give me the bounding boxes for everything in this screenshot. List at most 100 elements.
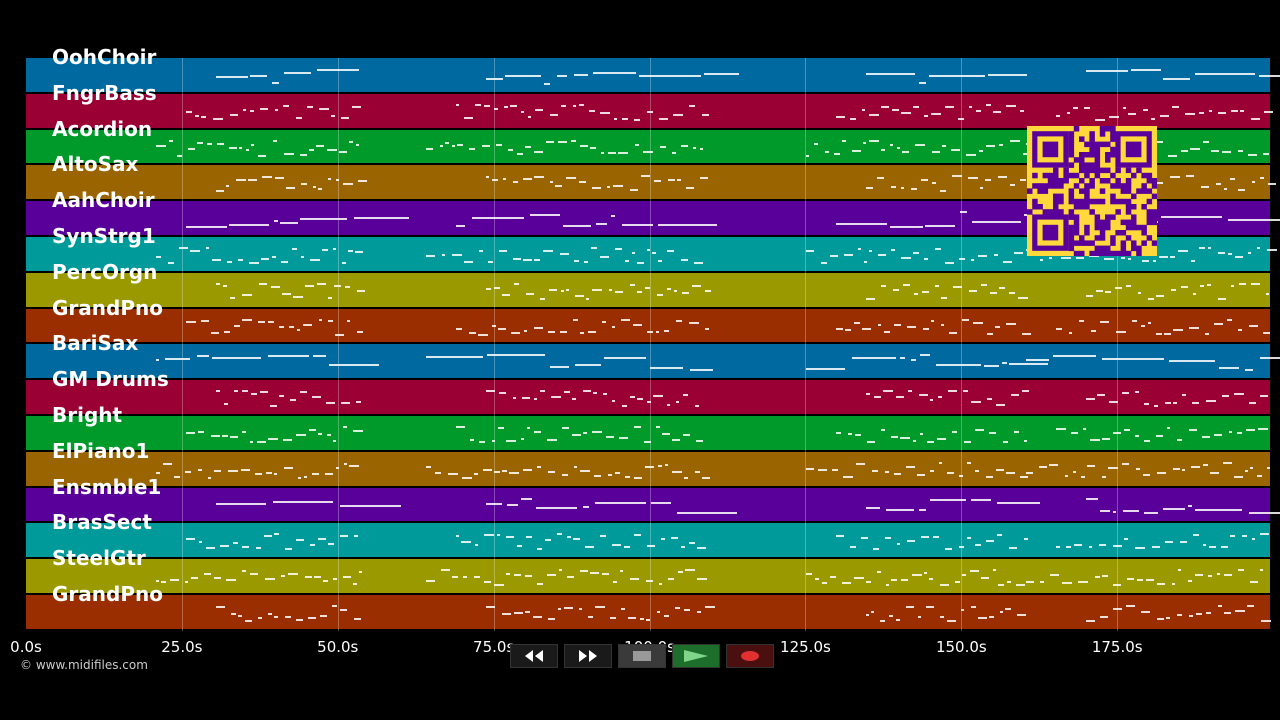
note bbox=[1173, 328, 1183, 331]
note bbox=[929, 75, 985, 77]
note bbox=[685, 569, 695, 572]
note bbox=[641, 175, 650, 178]
note bbox=[256, 547, 261, 550]
note bbox=[667, 250, 674, 252]
note bbox=[272, 82, 279, 84]
note bbox=[559, 569, 562, 572]
note bbox=[486, 287, 491, 290]
note bbox=[426, 465, 431, 468]
note bbox=[890, 226, 923, 229]
note bbox=[281, 261, 288, 263]
record-button[interactable] bbox=[726, 644, 774, 668]
note bbox=[475, 544, 478, 547]
play-button[interactable] bbox=[672, 644, 720, 668]
stop-button[interactable] bbox=[618, 644, 666, 668]
note bbox=[339, 150, 347, 153]
note bbox=[927, 441, 934, 443]
note bbox=[204, 573, 211, 576]
note bbox=[1128, 258, 1131, 260]
note bbox=[595, 606, 605, 608]
note bbox=[1122, 462, 1129, 465]
note bbox=[941, 296, 947, 299]
note bbox=[305, 576, 312, 579]
note bbox=[580, 144, 588, 147]
note bbox=[1206, 400, 1216, 403]
note bbox=[672, 439, 680, 441]
note bbox=[1189, 615, 1193, 617]
note bbox=[1091, 329, 1096, 332]
note bbox=[1248, 153, 1257, 156]
note bbox=[695, 470, 700, 473]
note bbox=[619, 437, 628, 439]
note bbox=[886, 584, 889, 587]
note bbox=[574, 260, 579, 262]
note bbox=[442, 254, 445, 256]
note bbox=[564, 391, 570, 394]
note bbox=[1181, 285, 1188, 288]
note bbox=[940, 190, 946, 193]
note bbox=[1076, 257, 1084, 259]
note bbox=[1113, 545, 1122, 548]
note bbox=[639, 75, 701, 77]
note bbox=[329, 364, 379, 367]
note bbox=[323, 580, 328, 583]
note bbox=[551, 396, 561, 399]
note bbox=[608, 151, 616, 154]
note bbox=[296, 619, 303, 621]
note bbox=[216, 282, 220, 285]
note-pattern bbox=[26, 273, 1270, 307]
note bbox=[600, 535, 606, 538]
note bbox=[1002, 362, 1007, 365]
note bbox=[1218, 605, 1222, 607]
note bbox=[279, 395, 284, 398]
note bbox=[572, 398, 576, 401]
note bbox=[165, 358, 190, 361]
note bbox=[585, 546, 594, 549]
track-name-label: SynStrg1 bbox=[52, 224, 156, 248]
note bbox=[274, 616, 278, 618]
note bbox=[1172, 583, 1175, 586]
note bbox=[1142, 260, 1149, 262]
note bbox=[958, 117, 964, 120]
rewind-button[interactable] bbox=[510, 644, 558, 668]
note bbox=[1167, 427, 1170, 429]
note bbox=[1165, 541, 1173, 544]
note bbox=[502, 469, 507, 472]
note bbox=[191, 577, 198, 580]
axis-tick-label: 25.0s bbox=[161, 638, 203, 656]
fast-forward-button[interactable] bbox=[564, 644, 612, 668]
note bbox=[612, 325, 615, 328]
note bbox=[561, 289, 564, 292]
note bbox=[842, 139, 846, 142]
note bbox=[986, 144, 995, 147]
note bbox=[1067, 111, 1070, 114]
note bbox=[836, 327, 843, 330]
note bbox=[307, 105, 313, 108]
note bbox=[609, 288, 612, 291]
play-icon bbox=[684, 650, 708, 662]
track-lane bbox=[26, 595, 1271, 631]
note bbox=[615, 290, 623, 293]
note-pattern bbox=[26, 309, 1270, 343]
track-name-label: AahChoir bbox=[52, 188, 155, 213]
note bbox=[891, 249, 895, 251]
note bbox=[1026, 581, 1034, 584]
note bbox=[1217, 573, 1220, 576]
note bbox=[579, 181, 586, 184]
note bbox=[869, 250, 872, 252]
note bbox=[1087, 464, 1095, 467]
note bbox=[318, 538, 326, 541]
note bbox=[486, 390, 495, 393]
note bbox=[328, 296, 332, 299]
note bbox=[1018, 296, 1028, 299]
note bbox=[1238, 569, 1244, 572]
note bbox=[492, 440, 495, 442]
note bbox=[1250, 466, 1253, 469]
note bbox=[922, 290, 929, 293]
note bbox=[834, 152, 840, 155]
note bbox=[986, 475, 993, 478]
axis-tick-label: 50.0s bbox=[317, 638, 359, 656]
note bbox=[186, 226, 227, 229]
note bbox=[1208, 575, 1212, 578]
note bbox=[1230, 178, 1235, 181]
